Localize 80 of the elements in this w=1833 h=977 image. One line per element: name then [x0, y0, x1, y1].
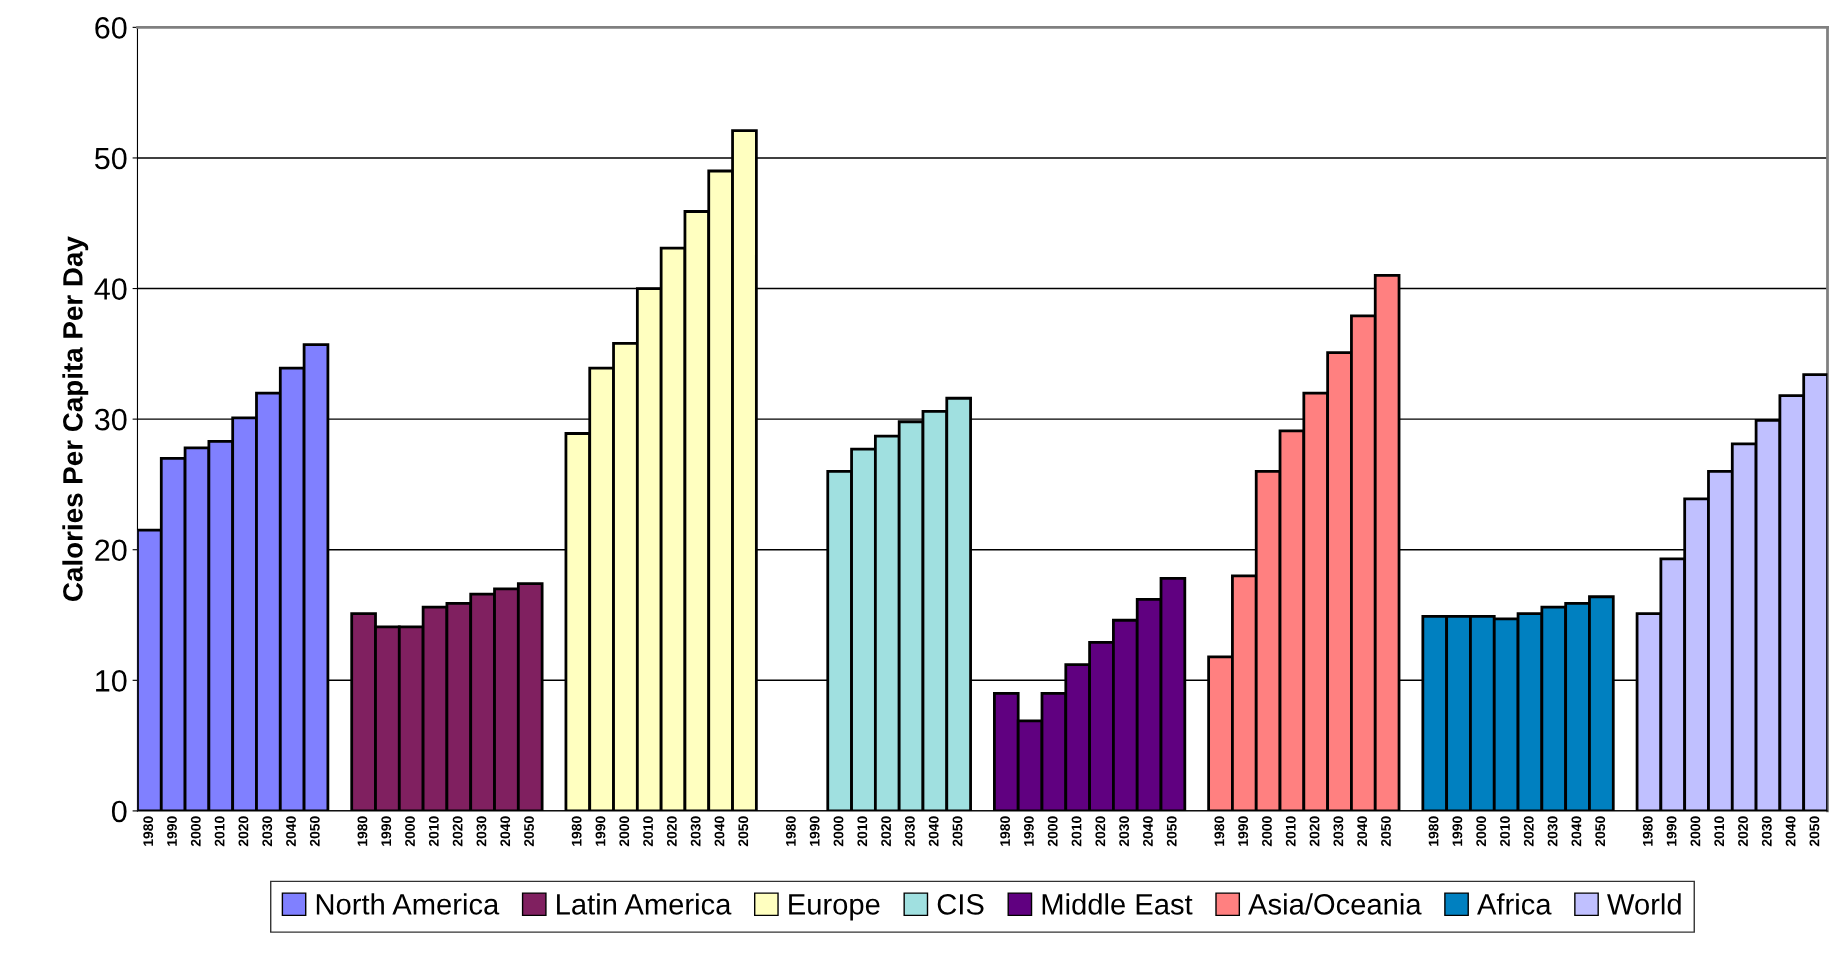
x-tick-label: 1990: [1452, 816, 1463, 846]
x-tick-label: 1980: [571, 816, 582, 846]
x-tick-label: 2040: [286, 816, 296, 847]
x-tick-label: 1990: [1238, 816, 1249, 846]
legend-label: Europe: [789, 894, 880, 921]
x-tick-label: 1990: [1666, 816, 1677, 846]
x-tick-label: 1990: [381, 816, 392, 846]
legend-label: CIS: [937, 894, 984, 915]
x-tick-label: 2000: [1476, 816, 1487, 847]
x-tick-label: 2030: [904, 816, 915, 847]
y-tick-label: 10: [96, 670, 127, 692]
x-tick-label: 2020: [1309, 816, 1320, 847]
x-tick-label: 1990: [809, 816, 820, 846]
x-tick-label: 1980: [1214, 816, 1225, 846]
x-tick-label: 2050: [1166, 816, 1177, 847]
x-tick-label: 2030: [1333, 816, 1344, 847]
x-tick-label: 1990: [595, 816, 606, 846]
x-tick-label: 1980: [357, 816, 368, 846]
x-tick-label: 2000: [1262, 816, 1272, 847]
x-tick-label: 2050: [1809, 816, 1820, 847]
y-tick-label: 20: [95, 539, 127, 562]
x-tick-label: 2030: [1547, 816, 1558, 847]
legend-label: Asia/Oceania: [1248, 893, 1422, 915]
y-tick-label: 50: [94, 147, 127, 170]
x-tick-label: 2040: [714, 816, 725, 847]
x-tick-label: 1990: [1023, 816, 1034, 846]
x-tick-label: 2010: [1500, 816, 1510, 847]
x-tick-label: 1980: [1642, 816, 1653, 846]
x-tick-label: 1980: [143, 816, 154, 846]
x-tick-label: 2030: [1119, 816, 1130, 847]
legend-label: Latin America: [557, 893, 732, 915]
x-tick-label: 2040: [500, 816, 511, 847]
y-tick-label: 0: [111, 800, 127, 823]
x-tick-label: 2020: [1095, 816, 1106, 847]
x-tick-label: 2040: [1143, 816, 1153, 847]
legend-label: Africa: [1477, 893, 1552, 915]
x-tick-label: 2040: [1571, 816, 1582, 847]
x-tick-label: 2020: [666, 816, 677, 847]
x-tick-label: 2010: [643, 816, 653, 847]
x-tick-label: 2050: [1595, 816, 1606, 847]
x-tick-label: 2040: [1357, 816, 1368, 847]
y-tick-label: 60: [95, 17, 127, 39]
x-tick-label: 2010: [1714, 816, 1725, 847]
x-tick-label: 2020: [1523, 816, 1534, 847]
x-tick-label: 1980: [1000, 816, 1011, 846]
x-tick-label: 2030: [690, 816, 701, 847]
legend-label: North America: [316, 893, 500, 915]
x-tick-label: 1980: [785, 816, 796, 846]
x-tick-label: 2000: [190, 816, 201, 847]
x-tick-label: 1980: [1428, 816, 1439, 846]
x-tick-label: 2000: [833, 816, 844, 847]
x-tick-label: 2030: [476, 816, 487, 847]
x-tick-label: 2010: [1285, 816, 1296, 847]
x-tick-label: 2010: [214, 816, 225, 847]
x-tick-label: 2000: [619, 816, 630, 847]
legend-label: Middle East: [1042, 893, 1193, 915]
x-tick-label: 2050: [1381, 816, 1391, 847]
x-tick-label: 2020: [452, 816, 463, 847]
x-tick-label: 1990: [167, 816, 177, 846]
x-tick-label: 2000: [1690, 816, 1701, 847]
x-tick-label: 2010: [1071, 816, 1082, 847]
legend-label: World: [1607, 893, 1681, 915]
x-tick-label: 2000: [405, 816, 415, 847]
x-tick-label: 2020: [1738, 816, 1748, 847]
x-tick-label: 2040: [928, 816, 939, 847]
x-tick-label: 2030: [1761, 816, 1772, 847]
x-tick-label: 2020: [881, 816, 891, 847]
x-tick-label: 2050: [309, 816, 320, 847]
x-tick-label: 2010: [857, 816, 868, 847]
y-axis-title: Calories Per Capita Per Day: [62, 236, 89, 601]
x-tick-label: 2010: [428, 816, 439, 847]
y-tick-label: 40: [94, 278, 127, 300]
x-tick-label: 2050: [524, 816, 534, 847]
x-tick-label: 2050: [952, 816, 963, 847]
x-tick-label: 2040: [1785, 816, 1796, 847]
x-tick-label: 2020: [238, 816, 249, 847]
y-tick-label: 30: [94, 408, 127, 431]
x-tick-label: 2050: [738, 816, 749, 847]
x-tick-label: 2030: [262, 816, 273, 847]
x-tick-label: 2000: [1047, 816, 1058, 847]
